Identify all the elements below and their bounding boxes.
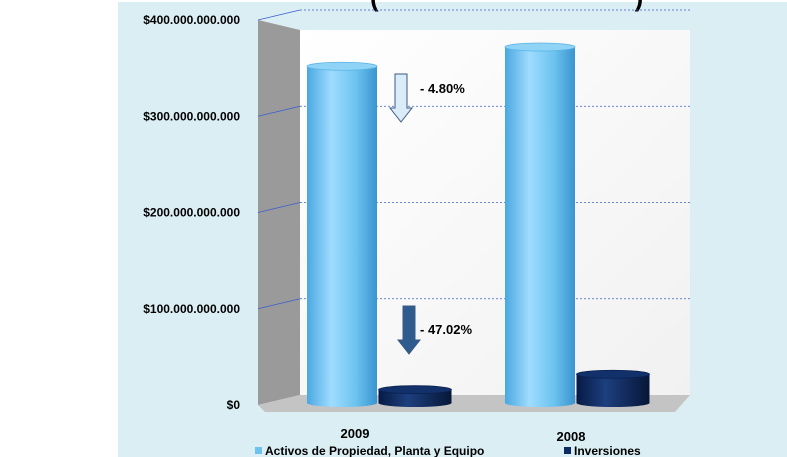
legend-label: Inversiones: [574, 444, 641, 457]
legend-label: Activos de Propiedad, Planta y Equipo: [265, 444, 484, 457]
change-label: - 4.80%: [420, 81, 465, 96]
legend: Activos de Propiedad, Planta y Equipo Inv…: [255, 444, 641, 457]
bar-cap: [378, 385, 452, 395]
gridline-side: [257, 105, 301, 117]
y-axis: $0 $100.000.000.000 $200.000.000.000 $300.0…: [143, 13, 240, 412]
bar-activos-2008: [505, 47, 575, 408]
y-tick-label: $300.000.000.000: [143, 109, 240, 123]
y-tick-label: $200.000.000.000: [143, 206, 240, 220]
chart-title-fragment: ( ): [370, 0, 644, 13]
x-tick-label: 2008: [557, 429, 586, 444]
y-tick-label: $400.000.000.000: [143, 13, 240, 27]
gridline-side: [257, 202, 301, 213]
down-arrow-icon: [396, 305, 422, 355]
bar-cap: [576, 369, 650, 379]
x-axis: 2009 2008: [341, 426, 586, 444]
bar-inversiones-2009: [378, 389, 452, 407]
bars: [306, 42, 650, 408]
chart-side-wall: [258, 20, 300, 405]
x-tick-label: 2009: [341, 426, 370, 441]
bar-cap: [504, 42, 576, 52]
chart-back-wall: [300, 30, 690, 395]
y-tick-label: $100.000.000.000: [143, 302, 240, 316]
bar-activos-2009: [307, 66, 377, 408]
change-label: - 47.02%: [420, 322, 472, 337]
bar-cap: [306, 61, 378, 71]
bar-inversiones-2008: [576, 374, 650, 407]
gridline-side: [257, 298, 301, 310]
down-arrow-icon: [388, 73, 414, 123]
legend-swatch: [255, 447, 262, 454]
legend-swatch: [564, 447, 571, 454]
gridline-side: [257, 9, 301, 21]
annotations: - 4.80% - 47.02%: [388, 73, 472, 355]
y-tick-label: $0: [227, 398, 241, 412]
